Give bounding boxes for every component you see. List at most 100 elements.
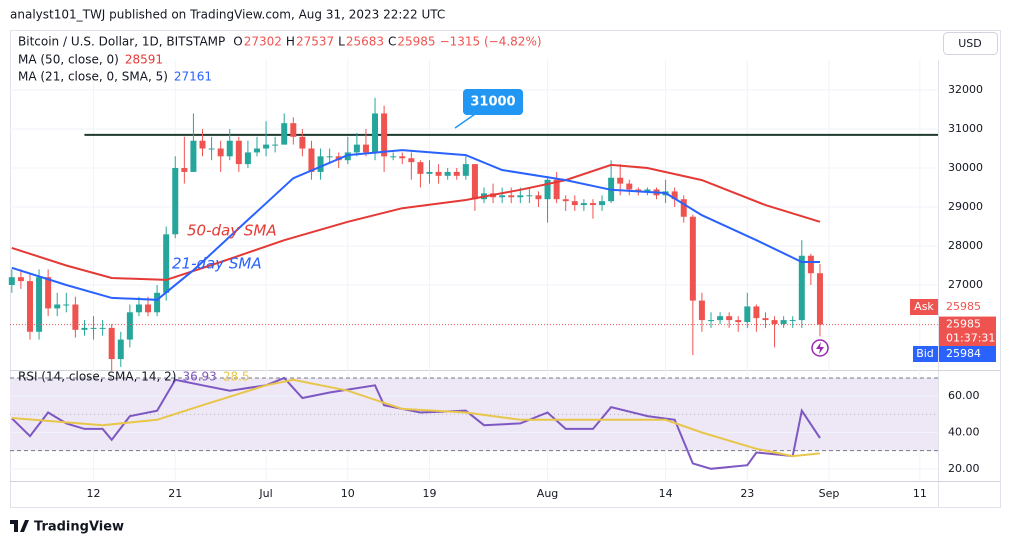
indicator-label: RSI (14, close, SMA, 14, 2): [18, 370, 176, 384]
x-tick-label: 10: [341, 487, 355, 500]
footer-logo: [10, 520, 29, 532]
currency-button[interactable]: [943, 32, 998, 55]
byline: analyst101_TWJ published on TradingView.…: [10, 8, 445, 22]
candle-body: [235, 140, 242, 165]
candle-body: [181, 168, 188, 172]
candle-body: [372, 113, 379, 153]
candle-body: [499, 195, 506, 198]
ask-tag: [910, 299, 938, 315]
candle-body: [263, 144, 270, 149]
candle-body: [707, 320, 714, 322]
candle-body: [417, 162, 424, 174]
candle-body: [45, 277, 52, 309]
candle-body: [208, 148, 215, 150]
candle-body: [798, 255, 805, 321]
candle-body: [453, 171, 460, 176]
candle-body: [717, 316, 724, 321]
candle-body: [426, 171, 433, 174]
bid-price: 25984: [946, 347, 981, 360]
countdown: 01:37:31: [946, 332, 995, 345]
callout: 31000: [470, 95, 515, 110]
candle-body: [290, 123, 297, 137]
candle-body: [553, 179, 560, 200]
candle-body: [36, 277, 43, 332]
y-tick-label: 60.00: [948, 389, 980, 402]
candle-body: [317, 156, 324, 172]
candle-body: [644, 189, 651, 192]
candle-body: [599, 201, 606, 206]
candle-body: [626, 183, 633, 190]
y-tick-label: 29000: [948, 200, 983, 213]
candle-body: [562, 199, 569, 202]
candle-body: [617, 177, 624, 184]
indicator-label: MA (50, close, 0): [18, 53, 119, 67]
candle-body: [680, 199, 687, 217]
candle-body: [90, 327, 97, 329]
event-icon[interactable]: [811, 339, 829, 357]
candle-body: [571, 201, 578, 206]
candle-body: [753, 306, 760, 319]
candle-body: [544, 179, 551, 200]
x-tick-label: 19: [423, 487, 437, 500]
candle-body: [444, 171, 451, 176]
x-tick-label: 11: [913, 487, 927, 500]
candle-body: [154, 292, 161, 313]
ohlc-label: H: [286, 35, 295, 49]
indicator-label: MA (21, close, 0, SMA, 5): [18, 70, 168, 84]
candle-body: [771, 320, 778, 324]
last-price: 25985: [946, 318, 981, 331]
candle-body: [462, 164, 469, 176]
candle-body: [381, 113, 388, 157]
ask-label: Ask: [914, 300, 934, 313]
symbol: Bitcoin / U.S. Dollar, 1D, BITSTAMP: [18, 35, 225, 49]
candle-body: [726, 316, 733, 321]
candle-body: [145, 304, 152, 313]
x-tick-label: 21: [168, 487, 182, 500]
candle-body: [190, 140, 197, 172]
ask-price: 25985: [946, 300, 981, 313]
candle-body: [744, 306, 751, 323]
candle-body: [362, 144, 369, 153]
candle-body: [163, 234, 170, 293]
bid-label: Bid: [916, 347, 934, 360]
x-tick-label: 12: [87, 487, 101, 500]
last-price-tag: [939, 316, 996, 347]
series-line: [11, 163, 821, 281]
candle-body: [517, 195, 524, 198]
y-tick-label: 32000: [948, 83, 983, 96]
candle-body: [816, 273, 823, 325]
candle-body: [54, 304, 61, 309]
candle-body: [244, 152, 251, 165]
y-tick-label: 28000: [948, 239, 983, 252]
series-label: 21-day SMA: [172, 255, 262, 273]
candle-body: [226, 140, 233, 157]
bid-price-tag: [939, 346, 996, 362]
series-line: [11, 376, 821, 470]
candle-body: [26, 281, 33, 332]
ohlc-label: C: [388, 35, 396, 49]
series-line: [11, 149, 820, 301]
candle-body: [8, 277, 15, 285]
ohlc-value: 25683: [346, 35, 384, 49]
indicator-value: 28591: [125, 53, 163, 67]
currency[interactable]: USD: [958, 37, 982, 50]
candle-body: [789, 320, 796, 322]
candle-body: [780, 320, 787, 324]
ohlc-value: 25985: [397, 35, 435, 49]
candle-body: [580, 203, 587, 206]
indicator-value: 27161: [174, 70, 212, 84]
candle-body: [17, 277, 24, 282]
x-tick-label: 14: [659, 487, 673, 500]
brand: TradingView: [34, 520, 124, 535]
candle-body: [471, 164, 478, 200]
y-tick-label: 27000: [948, 278, 983, 291]
x-tick-label: Sep: [819, 487, 840, 500]
candle-body: [299, 136, 306, 149]
candle-body: [535, 195, 542, 200]
x-tick-label: Aug: [537, 487, 558, 500]
candle-body: [253, 148, 260, 153]
candle-body: [353, 144, 360, 153]
candle-body: [508, 195, 515, 198]
candle-body: [735, 320, 742, 323]
